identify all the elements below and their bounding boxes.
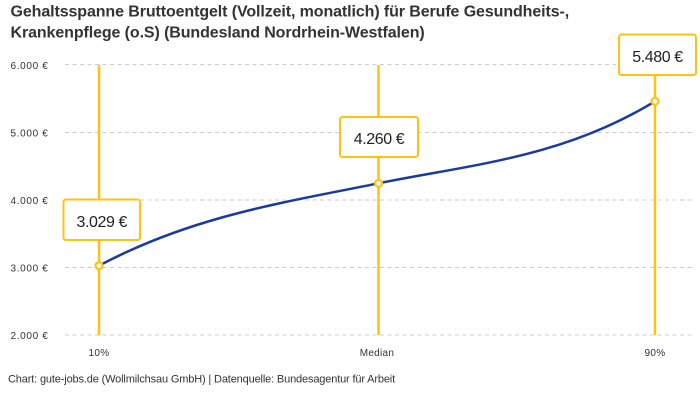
svg-text:6.000 €: 6.000 € — [11, 61, 49, 72]
svg-text:Median: Median — [360, 348, 395, 359]
svg-text:Krankenpflege (o.S) (Bundeslan: Krankenpflege (o.S) (Bundesland Nordrhei… — [11, 25, 425, 42]
svg-text:Gehaltsspanne Bruttoentgelt (V: Gehaltsspanne Bruttoentgelt (Vollzeit, m… — [11, 4, 570, 21]
svg-text:Chart: gute-jobs.de (Wollmilch: Chart: gute-jobs.de (Wollmilchsau GmbH) … — [8, 374, 395, 386]
svg-text:5.000 €: 5.000 € — [11, 129, 49, 140]
svg-text:2.000 €: 2.000 € — [11, 331, 49, 342]
svg-text:3.029 €: 3.029 € — [76, 214, 127, 231]
svg-text:3.000 €: 3.000 € — [11, 264, 49, 275]
svg-text:10%: 10% — [89, 348, 110, 359]
svg-text:4.260 €: 4.260 € — [354, 131, 405, 148]
svg-text:5.480 €: 5.480 € — [632, 49, 683, 66]
svg-text:4.000 €: 4.000 € — [11, 196, 49, 207]
svg-text:90%: 90% — [645, 348, 666, 359]
